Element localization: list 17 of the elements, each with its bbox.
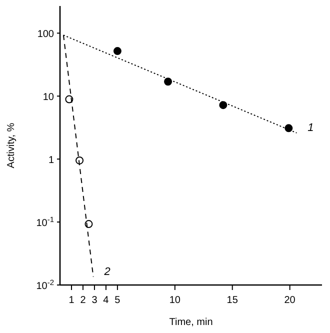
y-axis-title: Activity, % [6,122,17,168]
series-label: 2 [103,266,110,278]
y-tick-label: 10 [42,92,54,104]
x-tick-label: 5 [114,295,121,306]
y-tick-label: 100 [37,29,54,40]
x-tick-label: 2 [80,295,86,306]
series-label: 1 [308,122,314,134]
x-tick-label: 15 [226,295,238,306]
x-tick-label: 1 [68,295,75,306]
y-tick-label: 10$^{-2}$ [36,278,54,292]
y-tick-label: 10$^{-1}$ [36,214,54,230]
x-tick-label: 4 [103,295,110,306]
x-tick-label: 3 [92,295,98,306]
x-axis-title: Time, min [169,317,213,328]
x-tick-label: 10 [169,295,181,306]
x-tick-label: 20 [284,295,296,306]
y-tick-label: 1 [48,155,54,166]
